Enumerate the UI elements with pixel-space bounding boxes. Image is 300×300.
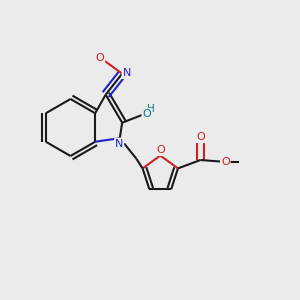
Text: O: O [221,157,230,166]
Text: O: O [96,53,104,63]
Text: N: N [115,139,123,148]
Text: N: N [122,68,131,78]
Text: H: H [146,104,154,114]
Text: O: O [196,132,205,142]
Text: O: O [142,109,151,119]
Text: O: O [156,145,165,155]
